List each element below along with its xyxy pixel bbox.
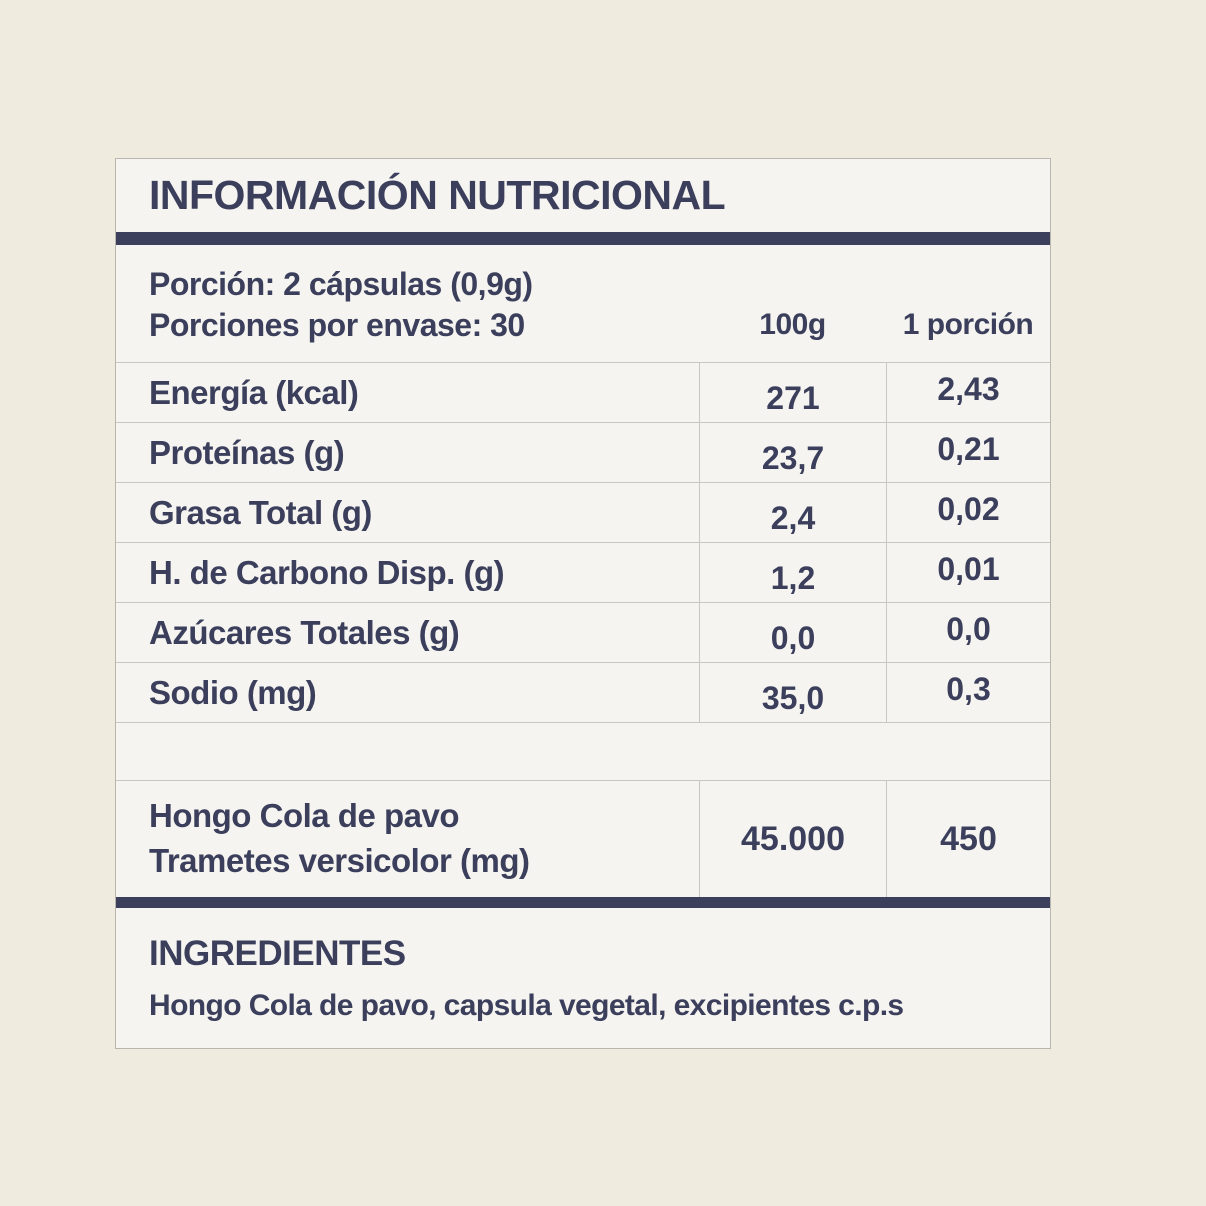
serving-info: Porción: 2 cápsulas (0,9g) Porciones por… bbox=[116, 245, 699, 362]
nutrient-name: Azúcares Totales (g) bbox=[149, 613, 460, 651]
nutrient-row-sodio: Sodio (mg) 35,0 0,3 bbox=[116, 662, 1050, 722]
nutrient-row-azucares: Azúcares Totales (g) 0,0 0,0 bbox=[116, 602, 1050, 662]
ingredients-text: Hongo Cola de pavo, capsula vegetal, exc… bbox=[149, 989, 904, 1022]
nutrient-name: Grasa Total (g) bbox=[149, 493, 372, 531]
nutrition-title: INFORMACIÓN NUTRICIONAL bbox=[149, 172, 726, 218]
nutrient-value-100g: 2,4 bbox=[699, 483, 886, 542]
active-ingredient-row: Hongo Cola de pavo Trametes versicolor (… bbox=[116, 780, 1050, 897]
nutrient-value-100g: 271 bbox=[699, 363, 886, 422]
nutrient-value-portion: 0,01 bbox=[886, 543, 1050, 602]
nutrient-value-100g: 35,0 bbox=[699, 663, 886, 722]
nutrient-name: Energía (kcal) bbox=[149, 373, 359, 411]
ingredients-title: INGREDIENTES bbox=[149, 934, 406, 973]
nutrient-value-100g: 0,0 bbox=[699, 603, 886, 662]
nutrient-value-portion: 2,43 bbox=[886, 363, 1050, 422]
active-ingredient-value-portion: 450 bbox=[886, 781, 1050, 897]
nutrient-name: Sodio (mg) bbox=[149, 673, 317, 711]
nutrient-value-100g: 1,2 bbox=[699, 543, 886, 602]
panel-header: INFORMACIÓN NUTRICIONAL bbox=[116, 159, 1050, 232]
divider-bar-top bbox=[116, 232, 1050, 245]
active-ingredient-common-name: Hongo Cola de pavo bbox=[149, 797, 460, 835]
active-ingredient-value-100g: 45.000 bbox=[699, 781, 886, 897]
nutrient-value-portion: 0,3 bbox=[886, 663, 1050, 722]
active-ingredient-name: Hongo Cola de pavo Trametes versicolor (… bbox=[116, 781, 699, 897]
nutrient-name: Proteínas (g) bbox=[149, 433, 345, 471]
nutrient-value-portion: 0,21 bbox=[886, 423, 1050, 482]
nutrient-row-proteinas: Proteínas (g) 23,7 0,21 bbox=[116, 422, 1050, 482]
serving-size-line: Porción: 2 cápsulas (0,9g) bbox=[149, 266, 533, 303]
ingredients-section: INGREDIENTES Hongo Cola de pavo, capsula… bbox=[116, 908, 1050, 1048]
nutrient-name: H. de Carbono Disp. (g) bbox=[149, 553, 505, 591]
nutrition-panel: INFORMACIÓN NUTRICIONAL Porción: 2 cápsu… bbox=[115, 158, 1051, 1049]
active-ingredient-scientific-name: Trametes versicolor (mg) bbox=[149, 842, 530, 879]
nutrient-row-energia: Energía (kcal) 271 2,43 bbox=[116, 362, 1050, 422]
nutrient-row-carbono: H. de Carbono Disp. (g) 1,2 0,01 bbox=[116, 542, 1050, 602]
nutrient-value-portion: 0,02 bbox=[886, 483, 1050, 542]
column-header-portion: 1 porción bbox=[902, 308, 1034, 341]
divider-bar-bottom bbox=[116, 897, 1050, 908]
nutrient-value-portion: 0,0 bbox=[886, 603, 1050, 662]
nutrient-row-grasa: Grasa Total (g) 2,4 0,02 bbox=[116, 482, 1050, 542]
spacer-row bbox=[116, 722, 1050, 780]
column-header-100g: 100g bbox=[759, 308, 826, 341]
nutrient-value-100g: 23,7 bbox=[699, 423, 886, 482]
serving-section: Porción: 2 cápsulas (0,9g) Porciones por… bbox=[116, 245, 1050, 362]
servings-per-container-line: Porciones por envase: 30 bbox=[149, 307, 525, 344]
